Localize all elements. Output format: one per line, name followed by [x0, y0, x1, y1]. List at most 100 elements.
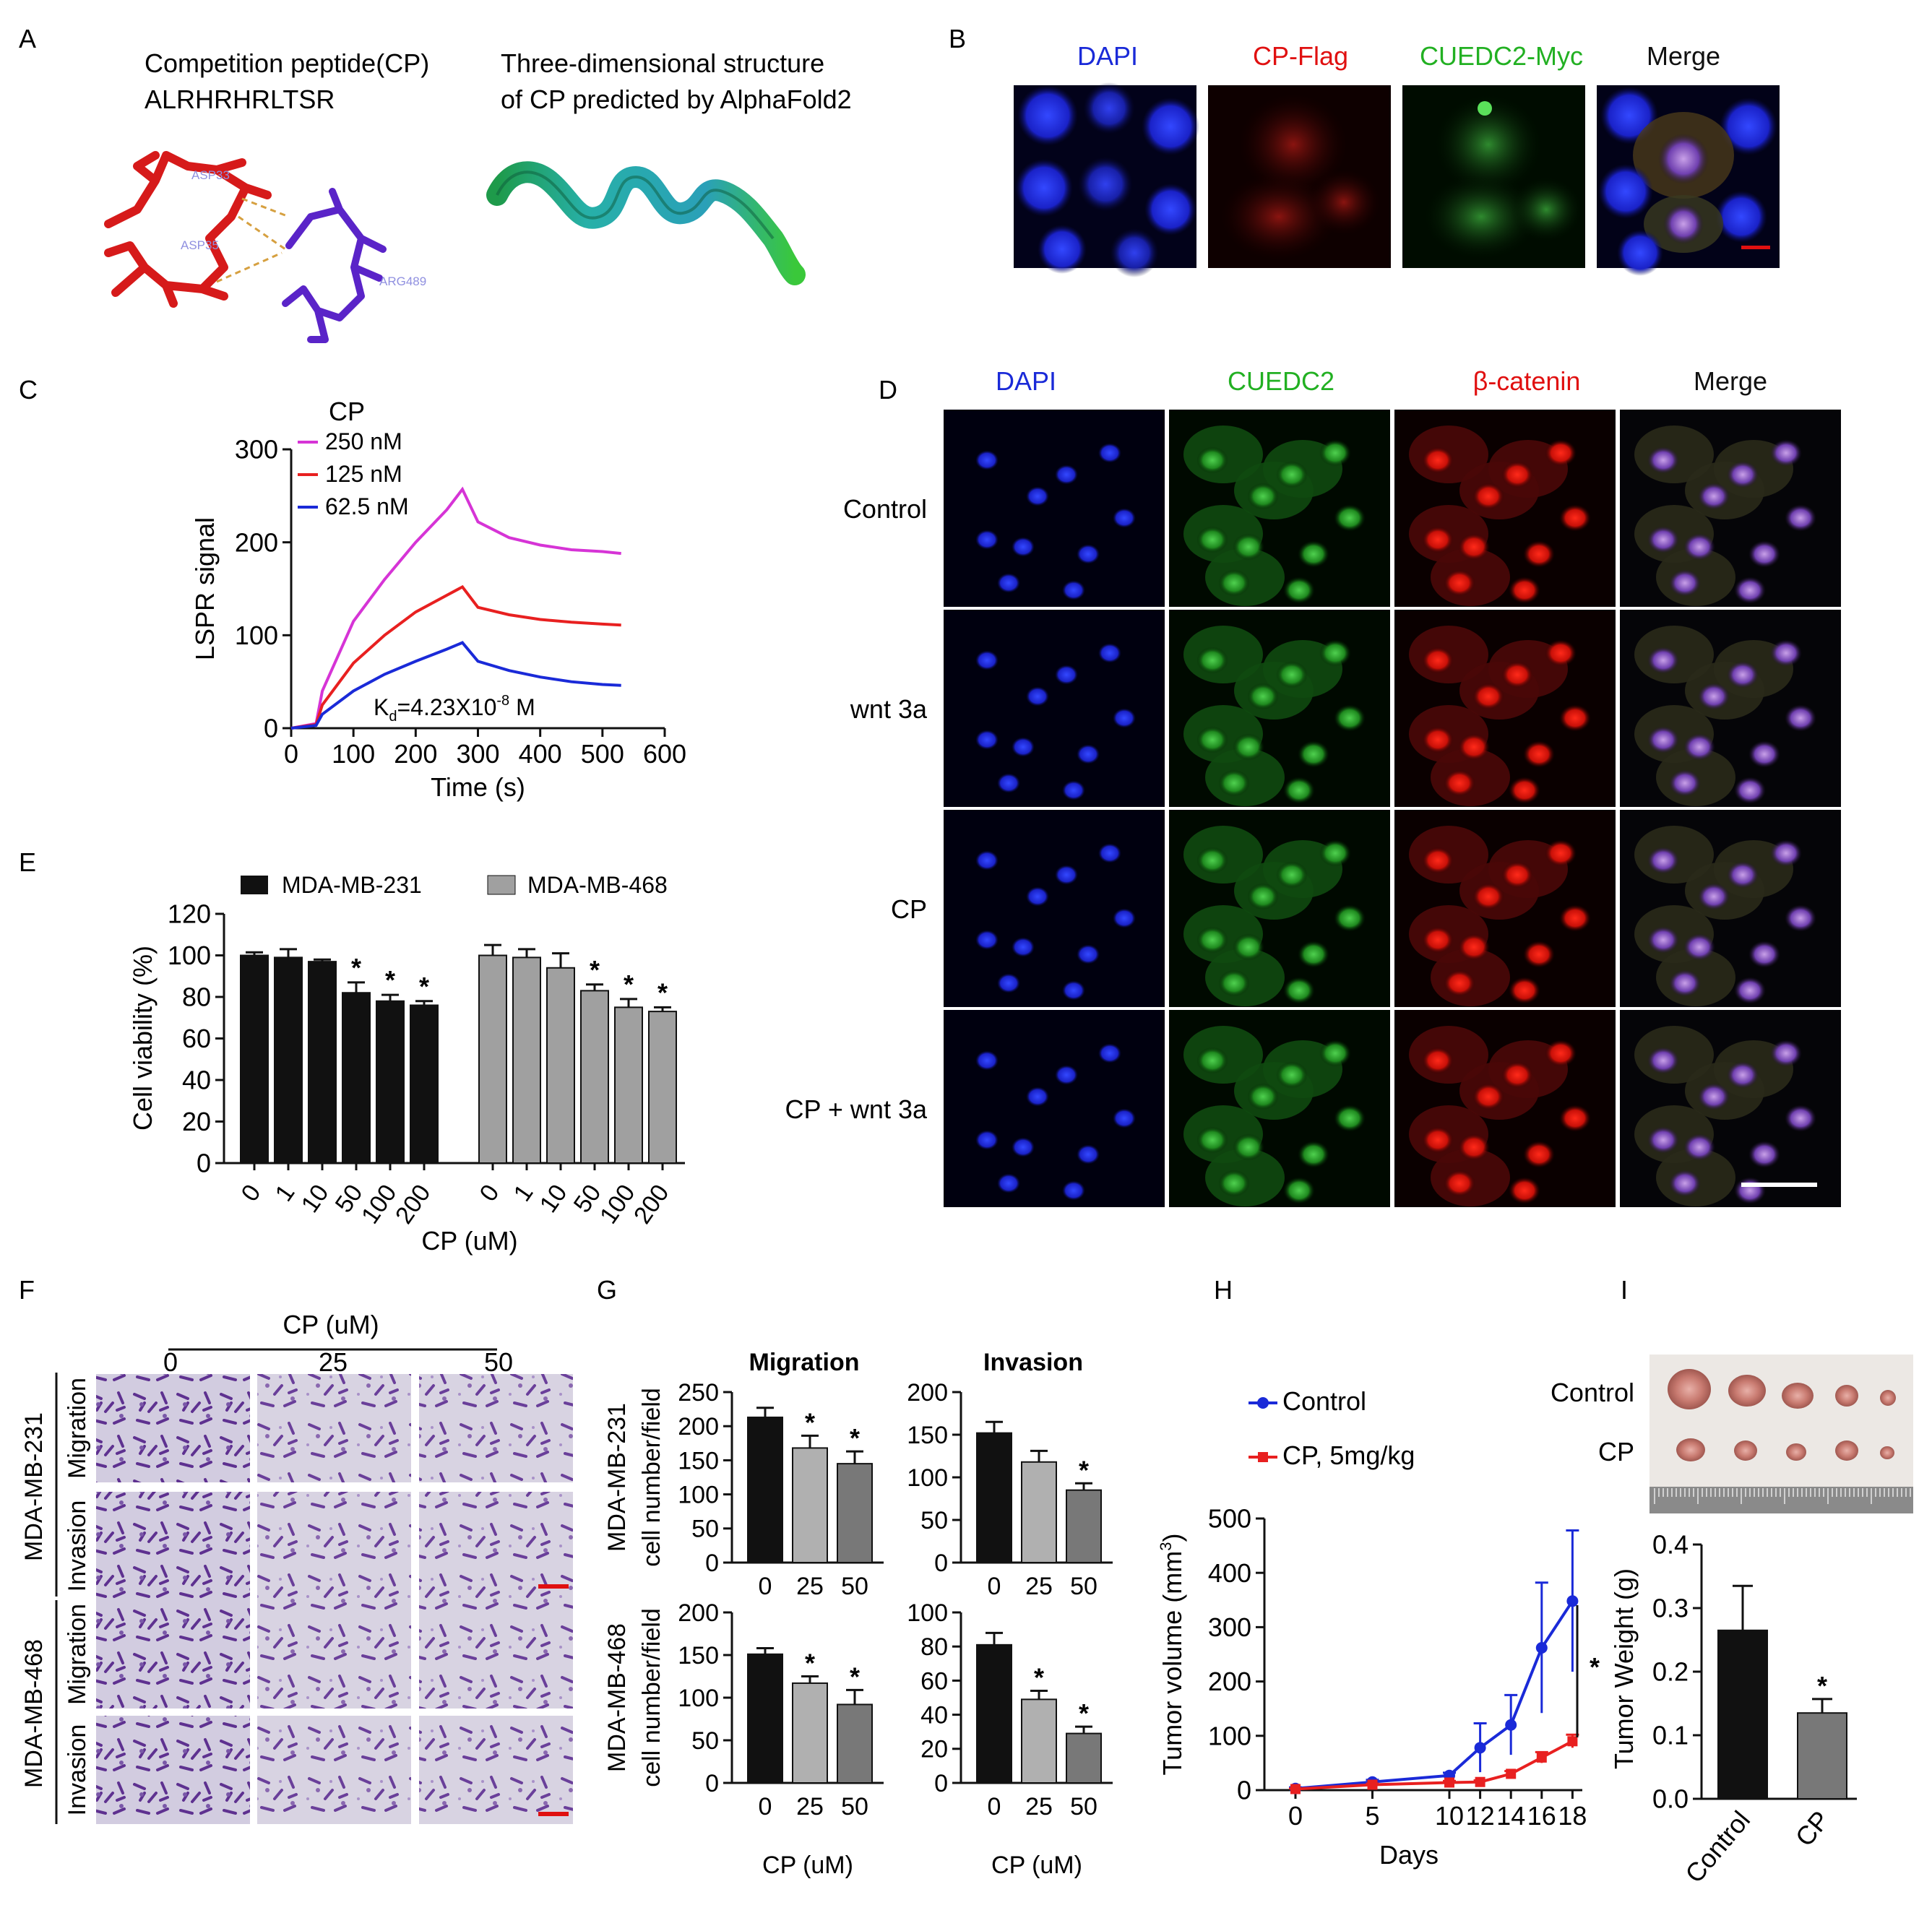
chart-g-significance: *: [850, 1662, 860, 1691]
chart-c-x-tick-label: 100: [332, 739, 375, 769]
chart-g-y-tick-label: 200: [678, 1413, 719, 1440]
panel-d-nucleus: [1026, 486, 1049, 506]
panel-d-nucleus: [1509, 777, 1540, 804]
chart-e-x-tick-label: 10: [535, 1180, 573, 1218]
panel-d-nucleus: [1298, 1141, 1329, 1168]
panel-d-nucleus: [1062, 1180, 1085, 1201]
panel-f-row-label: Invasion: [64, 1500, 91, 1592]
chart-h-marker: [1444, 1777, 1454, 1788]
chart-e-significance: *: [624, 969, 634, 999]
panel-d-nucleus: [1669, 969, 1701, 997]
chart-h-marker: [1475, 1776, 1485, 1787]
chart-g-x-tick-label: 0: [759, 1573, 772, 1600]
panel-d-nucleus: [975, 930, 999, 950]
panel-d-image-tile: [944, 810, 1165, 1007]
chart-c-legend-label: 250 nM: [325, 428, 402, 454]
panel-d-nucleus: [1283, 576, 1315, 604]
chart-e-y-label: Cell viability (%): [128, 946, 158, 1131]
panel-d-nucleus: [1098, 443, 1121, 463]
panel-d-nucleus: [1233, 933, 1264, 961]
chart-c-series-line: [290, 584, 621, 730]
panel-d-nucleus: [1276, 1061, 1308, 1089]
chart-g-y-tick-label: 50: [691, 1516, 719, 1543]
panel-d-nucleus: [1523, 740, 1555, 768]
panel-d-nucleus: [1698, 483, 1730, 510]
chart-g-x-tick-label: 0: [988, 1793, 1001, 1820]
chart-i-y-tick-label: 0.4: [1652, 1530, 1689, 1560]
chart-g-x-tick-label: 25: [1025, 1793, 1053, 1820]
chart-e-bar: [410, 1004, 439, 1164]
panel-d-nucleus: [1748, 740, 1780, 768]
chart-h-marker: [1290, 1784, 1301, 1794]
chart-h-legend-marker: [1258, 1452, 1268, 1462]
panel-a-peptide-title: Competition peptide(CP): [145, 48, 429, 78]
panel-d-nucleus: [975, 730, 999, 750]
transwell-image: [96, 1492, 250, 1600]
chart-c-x-tick-label: 500: [581, 739, 624, 769]
chart-g-bar: [976, 1432, 1012, 1564]
panel-d-nucleus: [1647, 726, 1679, 753]
panel-f-letter: F: [19, 1275, 35, 1305]
chart-g-y-tick-label: 100: [907, 1464, 948, 1492]
panel-f-dose-label: 25: [319, 1347, 348, 1377]
chart-g-bar: [792, 1682, 828, 1784]
chart-e-legend-swatch: [487, 875, 516, 895]
chart-g-significance: *: [1079, 1698, 1089, 1728]
chart-h-x-tick-label: 14: [1496, 1801, 1525, 1831]
panel-d-nucleus: [1727, 661, 1759, 688]
chart-g-y-tick-label: 0: [705, 1770, 719, 1797]
panel-d-nucleus: [1698, 883, 1730, 910]
chart-h-marker: [1536, 1752, 1547, 1763]
chart-g-y-tick-label: 0: [934, 1550, 948, 1577]
panel-d-nucleus: [1444, 969, 1475, 997]
panel-d-nucleus: [1319, 639, 1351, 667]
panel-d-nucleus: [1559, 504, 1591, 532]
panel-d-nucleus: [1422, 526, 1454, 553]
transwell-image: [419, 1374, 573, 1482]
panel-d-nucleus: [1444, 1170, 1475, 1197]
chart-e-y-tick-label: 80: [182, 982, 211, 1012]
chart-g-x-tick-label: 50: [841, 1793, 868, 1820]
tumor-volume-chart: 0 100 200 300 400 500 0 5 10 12 14 16 18 Days Tumor vo…: [1157, 1386, 1600, 1870]
panel-d-nucleus: [1501, 661, 1533, 688]
panel-d-nucleus: [1458, 933, 1490, 961]
panel-d-nucleus: [1523, 941, 1555, 968]
panel-d-nucleus: [1334, 1105, 1366, 1132]
panel-d-nucleus: [1683, 933, 1715, 961]
chart-c-series-line: [290, 486, 621, 730]
panel-d-nucleus: [1770, 1040, 1802, 1067]
chart-g-y-tick-label: 150: [678, 1642, 719, 1669]
chart-g-bar: [747, 1416, 783, 1563]
panel-d-nucleus: [1055, 1065, 1078, 1085]
panel-d-nucleus: [1334, 704, 1366, 732]
panel-b-image-cuedc2-myc: [1402, 85, 1585, 268]
panel-d-nucleus: [1727, 461, 1759, 488]
chart-e-x-tick-label: 200: [390, 1180, 436, 1229]
chart-c-x-tick-label: 600: [643, 739, 686, 769]
panel-d-nucleus: [1062, 980, 1085, 1001]
chart-h-x-tick-label: 10: [1435, 1801, 1464, 1831]
chart-g-y-tick-label: 150: [678, 1447, 719, 1474]
panel-d-nucleus: [1283, 977, 1315, 1004]
panel-f-header: CP (uM): [283, 1310, 379, 1339]
transwell-image: [257, 1492, 411, 1600]
panel-h-letter: H: [1214, 1275, 1233, 1305]
chart-c-y-tick-label: 0: [264, 714, 278, 743]
panel-d-nucleus: [1077, 944, 1100, 964]
panel-d-nucleus: [1545, 639, 1577, 667]
transwell-image: [96, 1716, 250, 1824]
chart-g-significance: *: [805, 1649, 815, 1678]
panel-d-nucleus: [1683, 533, 1715, 561]
transwell-image: [96, 1374, 250, 1482]
panel-d-nucleus: [1276, 661, 1308, 688]
chart-g-y-tick-label: 40: [920, 1702, 948, 1729]
chart-i-y-tick-label: 0.0: [1652, 1784, 1689, 1814]
chart-e-y-tick-label: 0: [197, 1149, 211, 1178]
chart-c-title: CP: [329, 397, 365, 426]
chart-g-y-tick-label: 200: [678, 1599, 719, 1627]
panel-d-nucleus: [1509, 1177, 1540, 1204]
panel-d-row-label: CP: [891, 894, 927, 924]
panel-d-channel-label: β-catenin: [1473, 366, 1581, 396]
panel-d-nucleus: [1298, 941, 1329, 968]
chart-c-y-tick-label: 300: [235, 435, 278, 465]
